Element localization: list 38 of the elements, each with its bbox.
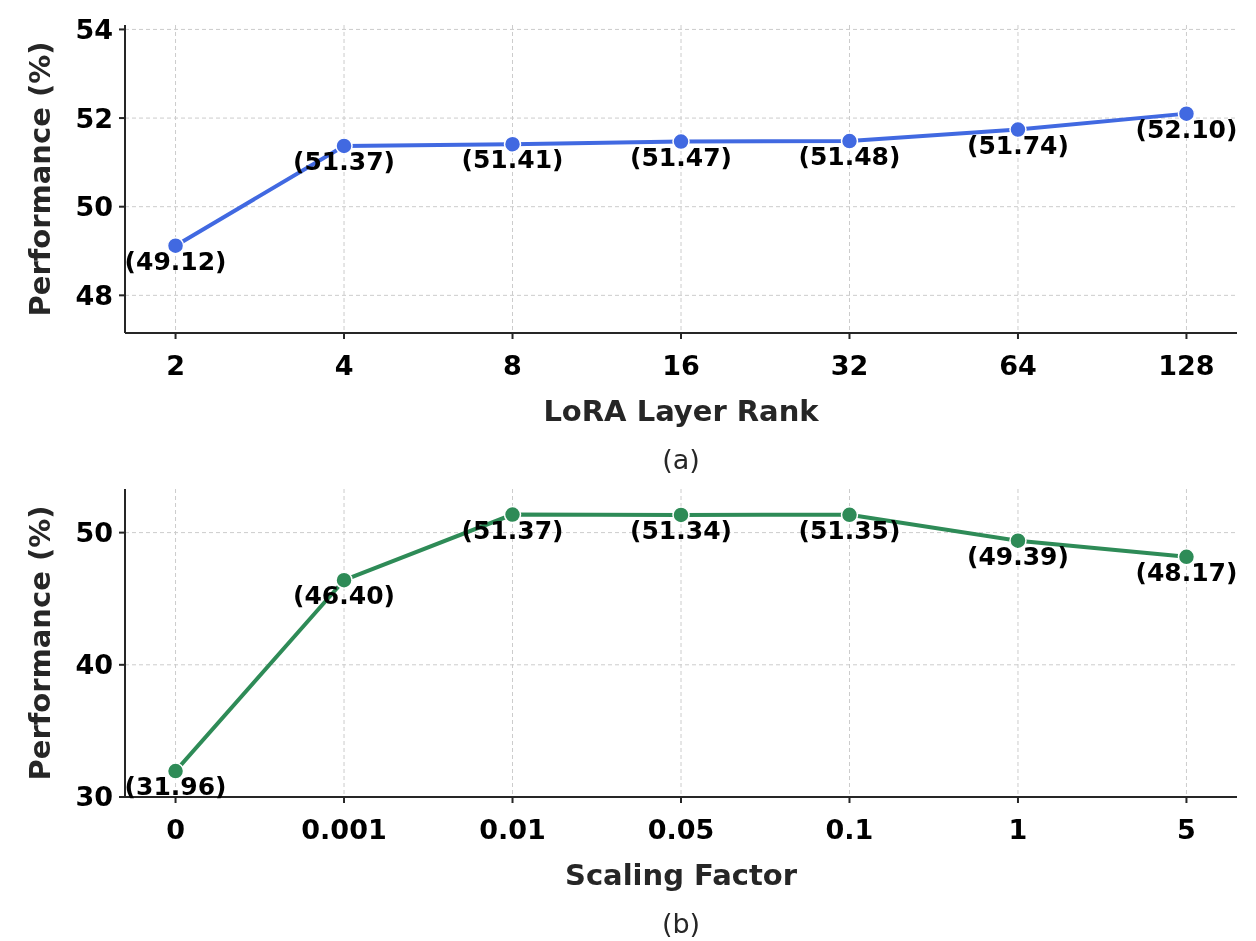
y-tick-label: 50 bbox=[75, 517, 113, 549]
x-tick-label: 0.1 bbox=[825, 814, 874, 845]
x-tick-label: 64 bbox=[999, 350, 1037, 381]
x-tick-label: 1 bbox=[1008, 814, 1028, 845]
x-tick-label: 8 bbox=[503, 350, 522, 381]
y-tick-label: 52 bbox=[75, 102, 113, 134]
data-label: (51.47) bbox=[630, 142, 732, 172]
x-axis-title: LoRA Layer Rank bbox=[543, 394, 820, 428]
y-tick-label: 54 bbox=[75, 13, 113, 45]
y-tick-label: 50 bbox=[75, 191, 113, 223]
x-tick-label: 16 bbox=[662, 350, 700, 381]
data-label: (51.74) bbox=[967, 130, 1069, 160]
data-label: (52.10) bbox=[1135, 114, 1238, 144]
x-tick-label: 5 bbox=[1177, 814, 1196, 845]
data-label: (49.12) bbox=[124, 246, 227, 276]
data-label: (48.17) bbox=[1135, 557, 1238, 587]
x-tick-label: 0.001 bbox=[301, 814, 387, 845]
text: (b) bbox=[661, 908, 701, 939]
data-label: (51.34) bbox=[630, 515, 732, 545]
data-label: (51.35) bbox=[798, 515, 901, 545]
x-axis-title: Scaling Factor bbox=[565, 858, 798, 892]
text: (a) bbox=[662, 444, 700, 475]
x-tick-label: 2 bbox=[166, 350, 185, 381]
data-label: (51.48) bbox=[798, 142, 901, 172]
x-tick-label: 4 bbox=[334, 350, 354, 381]
x-tick-label: 128 bbox=[1158, 350, 1215, 381]
x-tick-label: 32 bbox=[830, 350, 869, 381]
y-tick-label: 48 bbox=[75, 279, 113, 311]
y-axis-title: Performance (%) bbox=[23, 41, 58, 317]
data-label: (31.96) bbox=[124, 772, 227, 802]
data-label: (51.41) bbox=[461, 145, 564, 175]
x-tick-label: 0.01 bbox=[479, 814, 546, 845]
y-tick-label: 30 bbox=[75, 781, 113, 813]
x-tick-label: 0 bbox=[166, 814, 185, 845]
y-tick-label: 40 bbox=[75, 649, 113, 681]
x-tick-label: 0.05 bbox=[647, 814, 715, 845]
data-label: (49.39) bbox=[967, 541, 1069, 571]
y-axis-title: Performance (%) bbox=[23, 505, 58, 781]
